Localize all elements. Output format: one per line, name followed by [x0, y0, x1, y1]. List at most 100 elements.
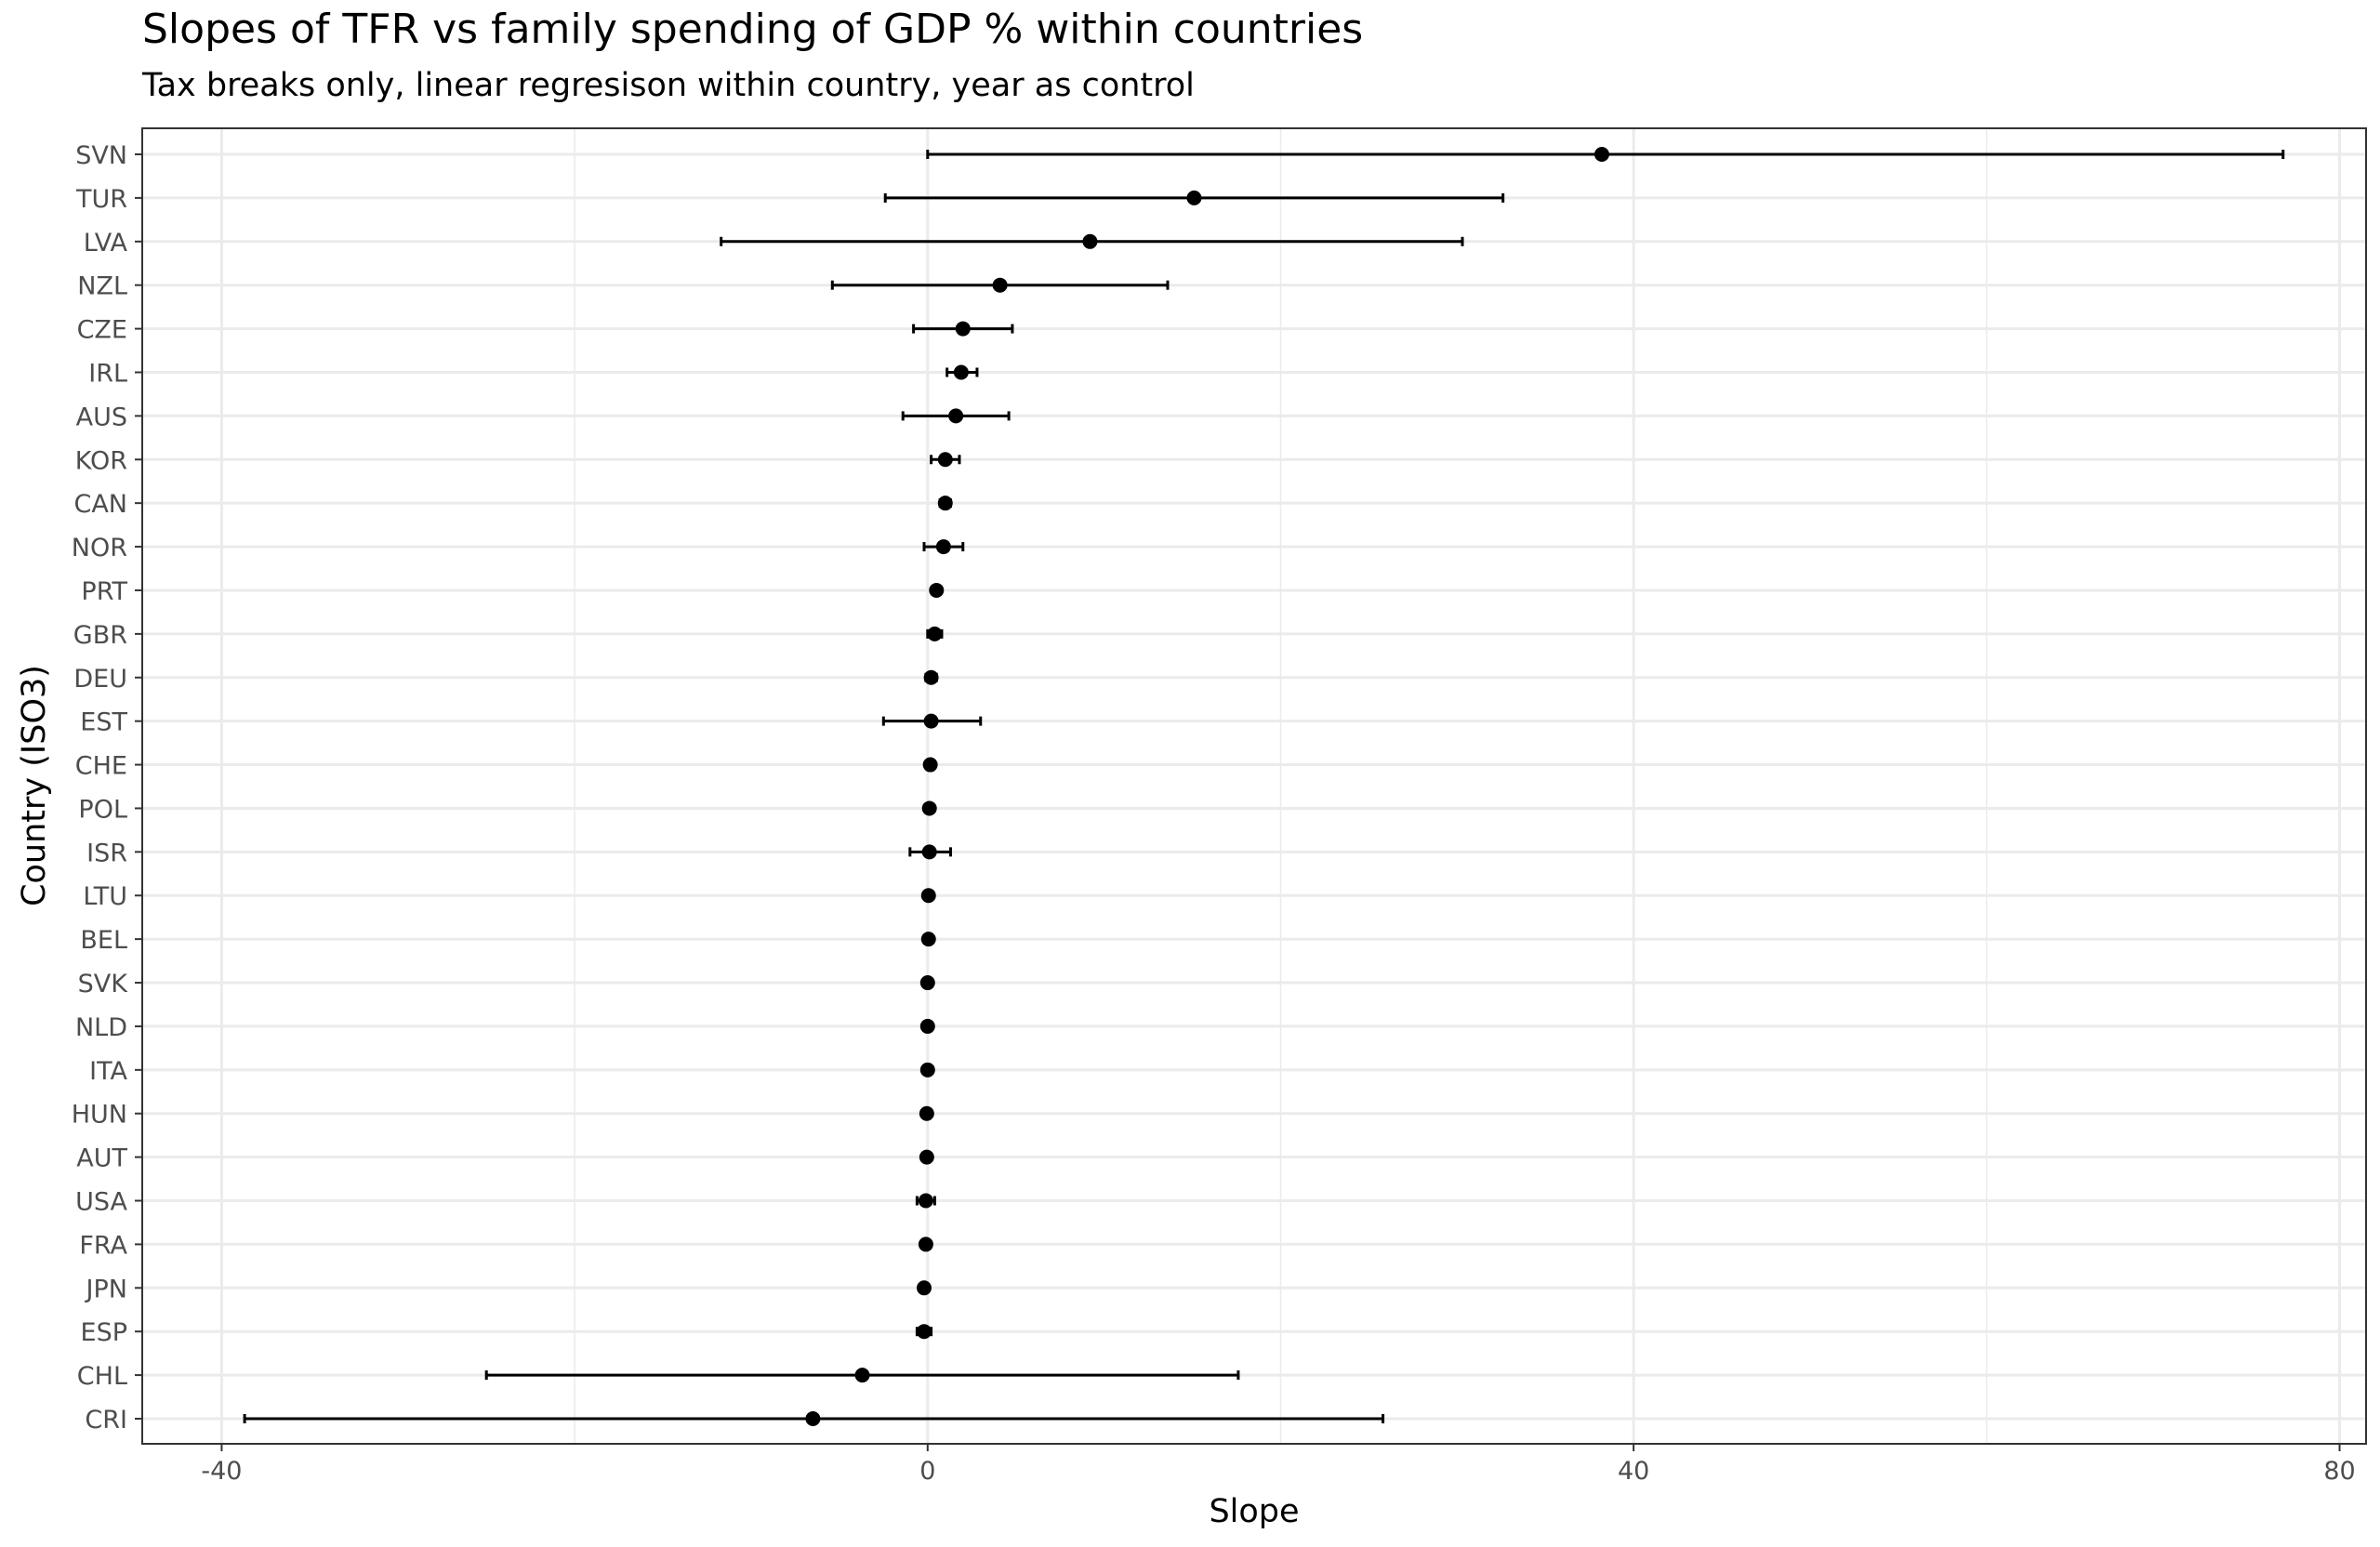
row-aus	[901, 408, 1011, 424]
row-gbr	[926, 626, 944, 641]
y-tick-label: CHL	[77, 1362, 127, 1391]
y-tick-label: CAN	[73, 490, 127, 519]
data-point	[921, 800, 937, 816]
panel-border	[141, 127, 2367, 1445]
y-tick-label: TUR	[75, 185, 127, 214]
y-tick-label: DEU	[73, 665, 127, 694]
row-chl	[484, 1368, 1240, 1383]
y-tick-label: NZL	[77, 272, 127, 301]
row-cri	[243, 1411, 1385, 1426]
chart-title: Slopes of TFR vs family spending of GDP …	[142, 6, 1364, 53]
data-point	[992, 277, 1008, 293]
row-ita	[919, 1062, 935, 1078]
data-point	[920, 932, 936, 947]
data-point	[916, 1280, 932, 1296]
y-tick-label: KOR	[75, 446, 127, 475]
row-ltu	[920, 888, 936, 904]
data-point	[919, 1062, 935, 1078]
row-lva	[720, 233, 1464, 249]
y-tick-label: PRT	[81, 577, 127, 606]
y-tick-label: JPN	[85, 1275, 127, 1303]
x-tick-label: 40	[1618, 1457, 1649, 1486]
row-aut	[919, 1149, 934, 1165]
row-est	[881, 713, 983, 729]
data-point	[854, 1368, 870, 1383]
x-tick-label: 0	[919, 1457, 935, 1486]
data-point	[935, 539, 951, 555]
row-esp	[915, 1324, 933, 1340]
y-tick-label: USA	[75, 1188, 127, 1217]
row-svk	[919, 975, 935, 991]
data-point	[922, 757, 938, 773]
row-nor	[922, 539, 965, 555]
y-tick-label: POL	[78, 795, 127, 824]
y-tick-label: FRA	[79, 1231, 127, 1260]
data-layer	[243, 147, 2285, 1426]
data-point	[929, 582, 945, 598]
data-point	[937, 452, 953, 468]
row-irl	[945, 364, 979, 380]
data-point	[920, 888, 936, 904]
y-tick-label: GBR	[73, 621, 127, 650]
y-tick-label: EST	[80, 708, 127, 737]
data-point	[1593, 147, 1609, 162]
row-svn	[926, 147, 2285, 162]
data-point	[918, 1236, 933, 1252]
y-tick-label: AUS	[76, 403, 127, 431]
x-axis-title: Slope	[1209, 1493, 1299, 1530]
y-tick-label: SVN	[75, 141, 127, 170]
y-tick-label: HUN	[72, 1101, 127, 1130]
chart-subtitle: Tax breaks only, linear regresison withi…	[142, 67, 1195, 104]
data-point	[921, 844, 937, 860]
y-tick-label: IRL	[88, 359, 127, 388]
row-usa	[915, 1193, 936, 1209]
data-point	[1082, 233, 1098, 249]
data-point	[923, 669, 939, 685]
data-point	[927, 626, 943, 641]
panel-background	[142, 128, 2366, 1444]
data-point	[919, 1018, 935, 1034]
y-tick-label: CRI	[85, 1406, 127, 1435]
y-tick-label: SVK	[78, 970, 129, 998]
x-tick-label: 80	[2323, 1457, 2355, 1486]
row-kor	[930, 452, 961, 468]
axes: SVN TUR LVA NZL CZE IRL AUS KOR CAN NOR PRT GBR DEU E…	[72, 141, 2356, 1486]
data-point	[916, 1324, 932, 1340]
row-can	[937, 496, 953, 511]
data-point	[1186, 190, 1202, 205]
row-deu	[923, 669, 939, 685]
row-fra	[918, 1236, 933, 1252]
y-tick-label: CHE	[75, 752, 127, 781]
row-tur	[883, 190, 1505, 205]
x-tick-label: -40	[201, 1457, 242, 1486]
data-point	[918, 1193, 933, 1209]
y-tick-label: NLD	[75, 1013, 127, 1042]
data-point	[805, 1411, 821, 1426]
row-pol	[921, 800, 937, 816]
y-tick-label: NOR	[72, 534, 127, 562]
y-tick-label: LVA	[84, 229, 128, 258]
row-jpn	[916, 1280, 932, 1296]
y-tick-label: CZE	[77, 316, 127, 345]
data-point	[919, 975, 935, 991]
y-tick-label: LTU	[83, 882, 127, 911]
row-nzl	[830, 277, 1170, 293]
row-hun	[919, 1105, 934, 1121]
y-tick-label: ESP	[81, 1318, 127, 1347]
data-point	[923, 713, 939, 729]
row-prt	[929, 582, 945, 598]
y-tick-label: AUT	[76, 1144, 127, 1173]
data-point	[919, 1149, 934, 1165]
data-point	[948, 408, 964, 424]
data-point	[919, 1105, 934, 1121]
row-isr	[908, 844, 952, 860]
data-point	[953, 364, 969, 380]
data-point	[937, 496, 953, 511]
y-axis-title: Country (ISO3)	[16, 665, 53, 906]
row-cze	[912, 321, 1014, 337]
y-tick-label: BEL	[80, 926, 127, 955]
data-point	[955, 321, 971, 337]
row-nld	[919, 1018, 935, 1034]
y-tick-label: ITA	[89, 1057, 127, 1086]
